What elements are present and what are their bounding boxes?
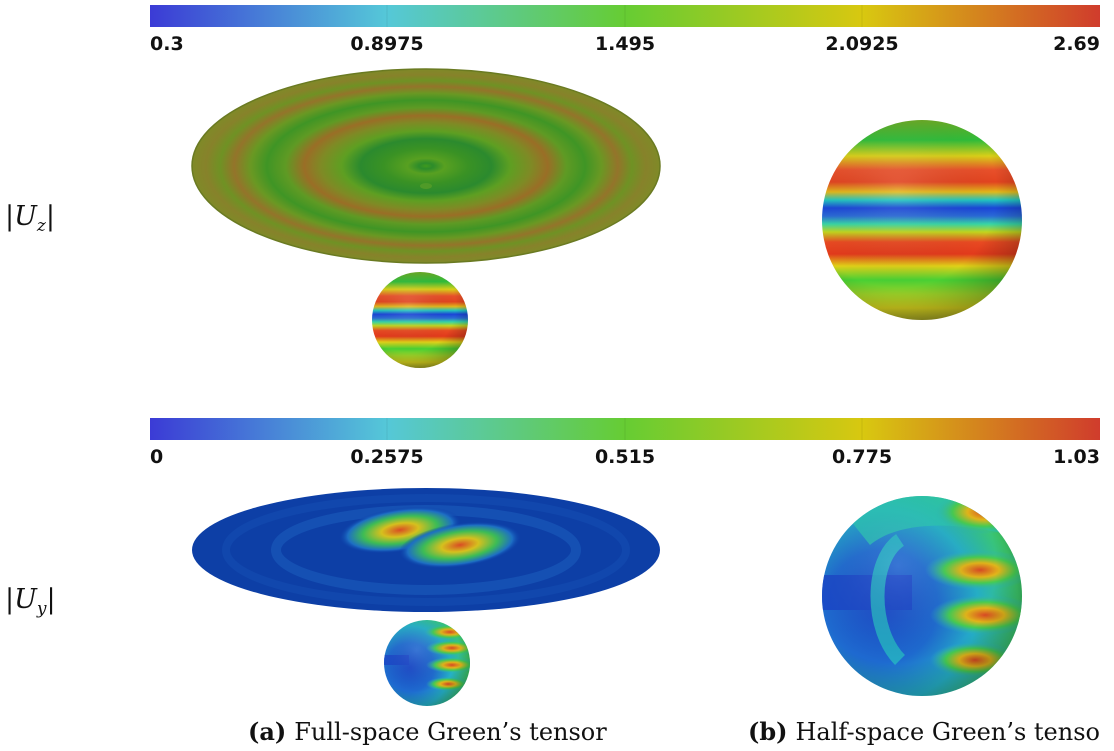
colorbar-uz-gradient	[150, 5, 1100, 27]
colorbar-uy-tick-4: 1.03	[1053, 446, 1100, 468]
colorbar-uz-tick-2: 1.495	[595, 33, 655, 55]
colorbar-uz-tick-0: 0.3	[150, 33, 184, 55]
colorbar-uz-tick-1: 0.8975	[350, 33, 423, 55]
caption-a: (a) Full-space Green’s tensor	[248, 717, 607, 746]
uy-disk	[192, 488, 660, 612]
colorbar-uy: 0 0.2575 0.515 0.775 1.03	[150, 418, 1100, 468]
uy-small-sphere	[384, 620, 470, 706]
uy-half-space-sphere	[822, 496, 1022, 696]
uz-half-space-sphere	[822, 120, 1022, 320]
colorbar-uz: 0.3 0.8975 1.495 2.0925 2.69	[150, 5, 1100, 55]
uz-full-space-render	[191, 68, 661, 368]
colorbar-uy-gradient	[150, 418, 1100, 440]
uy-full-space-render	[192, 488, 660, 706]
colorbar-uy-tick-2: 0.515	[595, 446, 655, 468]
colorbar-uy-tick-0: 0	[150, 446, 163, 468]
colorbar-uz-tick-4: 2.69	[1053, 33, 1100, 55]
colorbar-uz-tick-3: 2.0925	[825, 33, 898, 55]
uz-disk	[192, 69, 660, 263]
row-label-uy: |Uy|	[5, 584, 56, 619]
caption-b: (b) Half-space Green’s tenso	[748, 717, 1100, 746]
row-label-uz: |Uz|	[5, 201, 55, 236]
colorbar-uy-tick-3: 0.775	[832, 446, 892, 468]
uz-small-sphere	[372, 272, 468, 368]
colorbar-uy-tick-1: 0.2575	[350, 446, 423, 468]
